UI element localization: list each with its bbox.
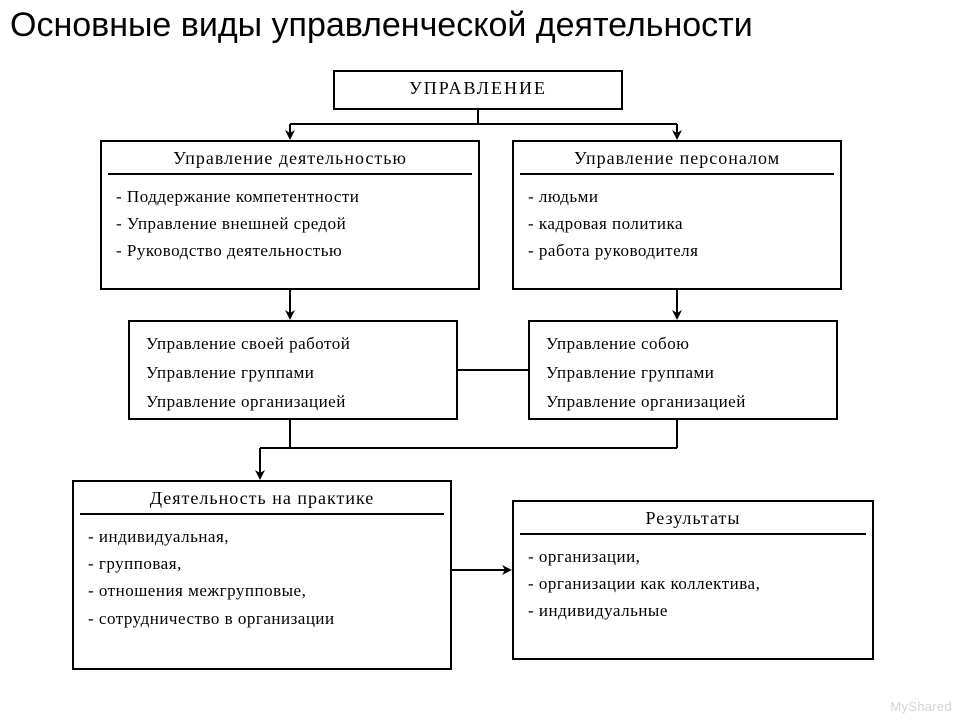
page-title: Основные виды управленческой деятельност… [10, 6, 753, 45]
node-personnel: Управление персоналом - людьми - кадрова… [512, 140, 842, 290]
list-item: Управление организацией [546, 388, 826, 417]
node-activity-body: - Поддержание компетентности - Управлени… [102, 175, 478, 275]
node-own-work: Управление своей работой Управление груп… [128, 320, 458, 420]
list-item: - групповая, [88, 550, 440, 577]
node-personnel-body: - людьми - кадровая политика - работа ру… [514, 175, 840, 275]
node-activity: Управление деятельностью - Поддержание к… [100, 140, 480, 290]
node-own-work-body: Управление своей работой Управление груп… [130, 322, 456, 427]
node-self: Управление собою Управление группами Упр… [528, 320, 838, 420]
list-item: - сотрудничество в организации [88, 605, 440, 632]
list-item: - Поддержание компетентности [116, 183, 468, 210]
list-item: Управление группами [146, 359, 446, 388]
node-results-header: Результаты [514, 502, 872, 533]
node-practice-header: Деятельность на практике [74, 482, 450, 513]
watermark: MyShared [890, 699, 952, 714]
list-item: Управление организацией [146, 388, 446, 417]
node-results: Результаты - организации, - организации … [512, 500, 874, 660]
node-personnel-header: Управление персоналом [514, 142, 840, 173]
list-item: Управление собою [546, 330, 826, 359]
list-item: Управление своей работой [146, 330, 446, 359]
list-item: - людьми [528, 183, 830, 210]
node-practice: Деятельность на практике - индивидуальна… [72, 480, 452, 670]
list-item: - организации как коллектива, [528, 570, 862, 597]
list-item: - организации, [528, 543, 862, 570]
node-self-body: Управление собою Управление группами Упр… [530, 322, 836, 427]
list-item: - кадровая политика [528, 210, 830, 237]
node-results-body: - организации, - организации как коллект… [514, 535, 872, 635]
list-item: - индивидуальные [528, 597, 862, 624]
node-root-label: УПРАВЛЕНИЕ [335, 72, 621, 103]
node-practice-body: - индивидуальная, - групповая, - отношен… [74, 515, 450, 642]
list-item: - Руководство деятельностью [116, 237, 468, 264]
list-item: - отношения межгрупповые, [88, 577, 440, 604]
list-item: Управление группами [546, 359, 826, 388]
node-activity-header: Управление деятельностью [102, 142, 478, 173]
list-item: - индивидуальная, [88, 523, 440, 550]
node-root: УПРАВЛЕНИЕ [333, 70, 623, 110]
list-item: - работа руководителя [528, 237, 830, 264]
list-item: - Управление внешней средой [116, 210, 468, 237]
